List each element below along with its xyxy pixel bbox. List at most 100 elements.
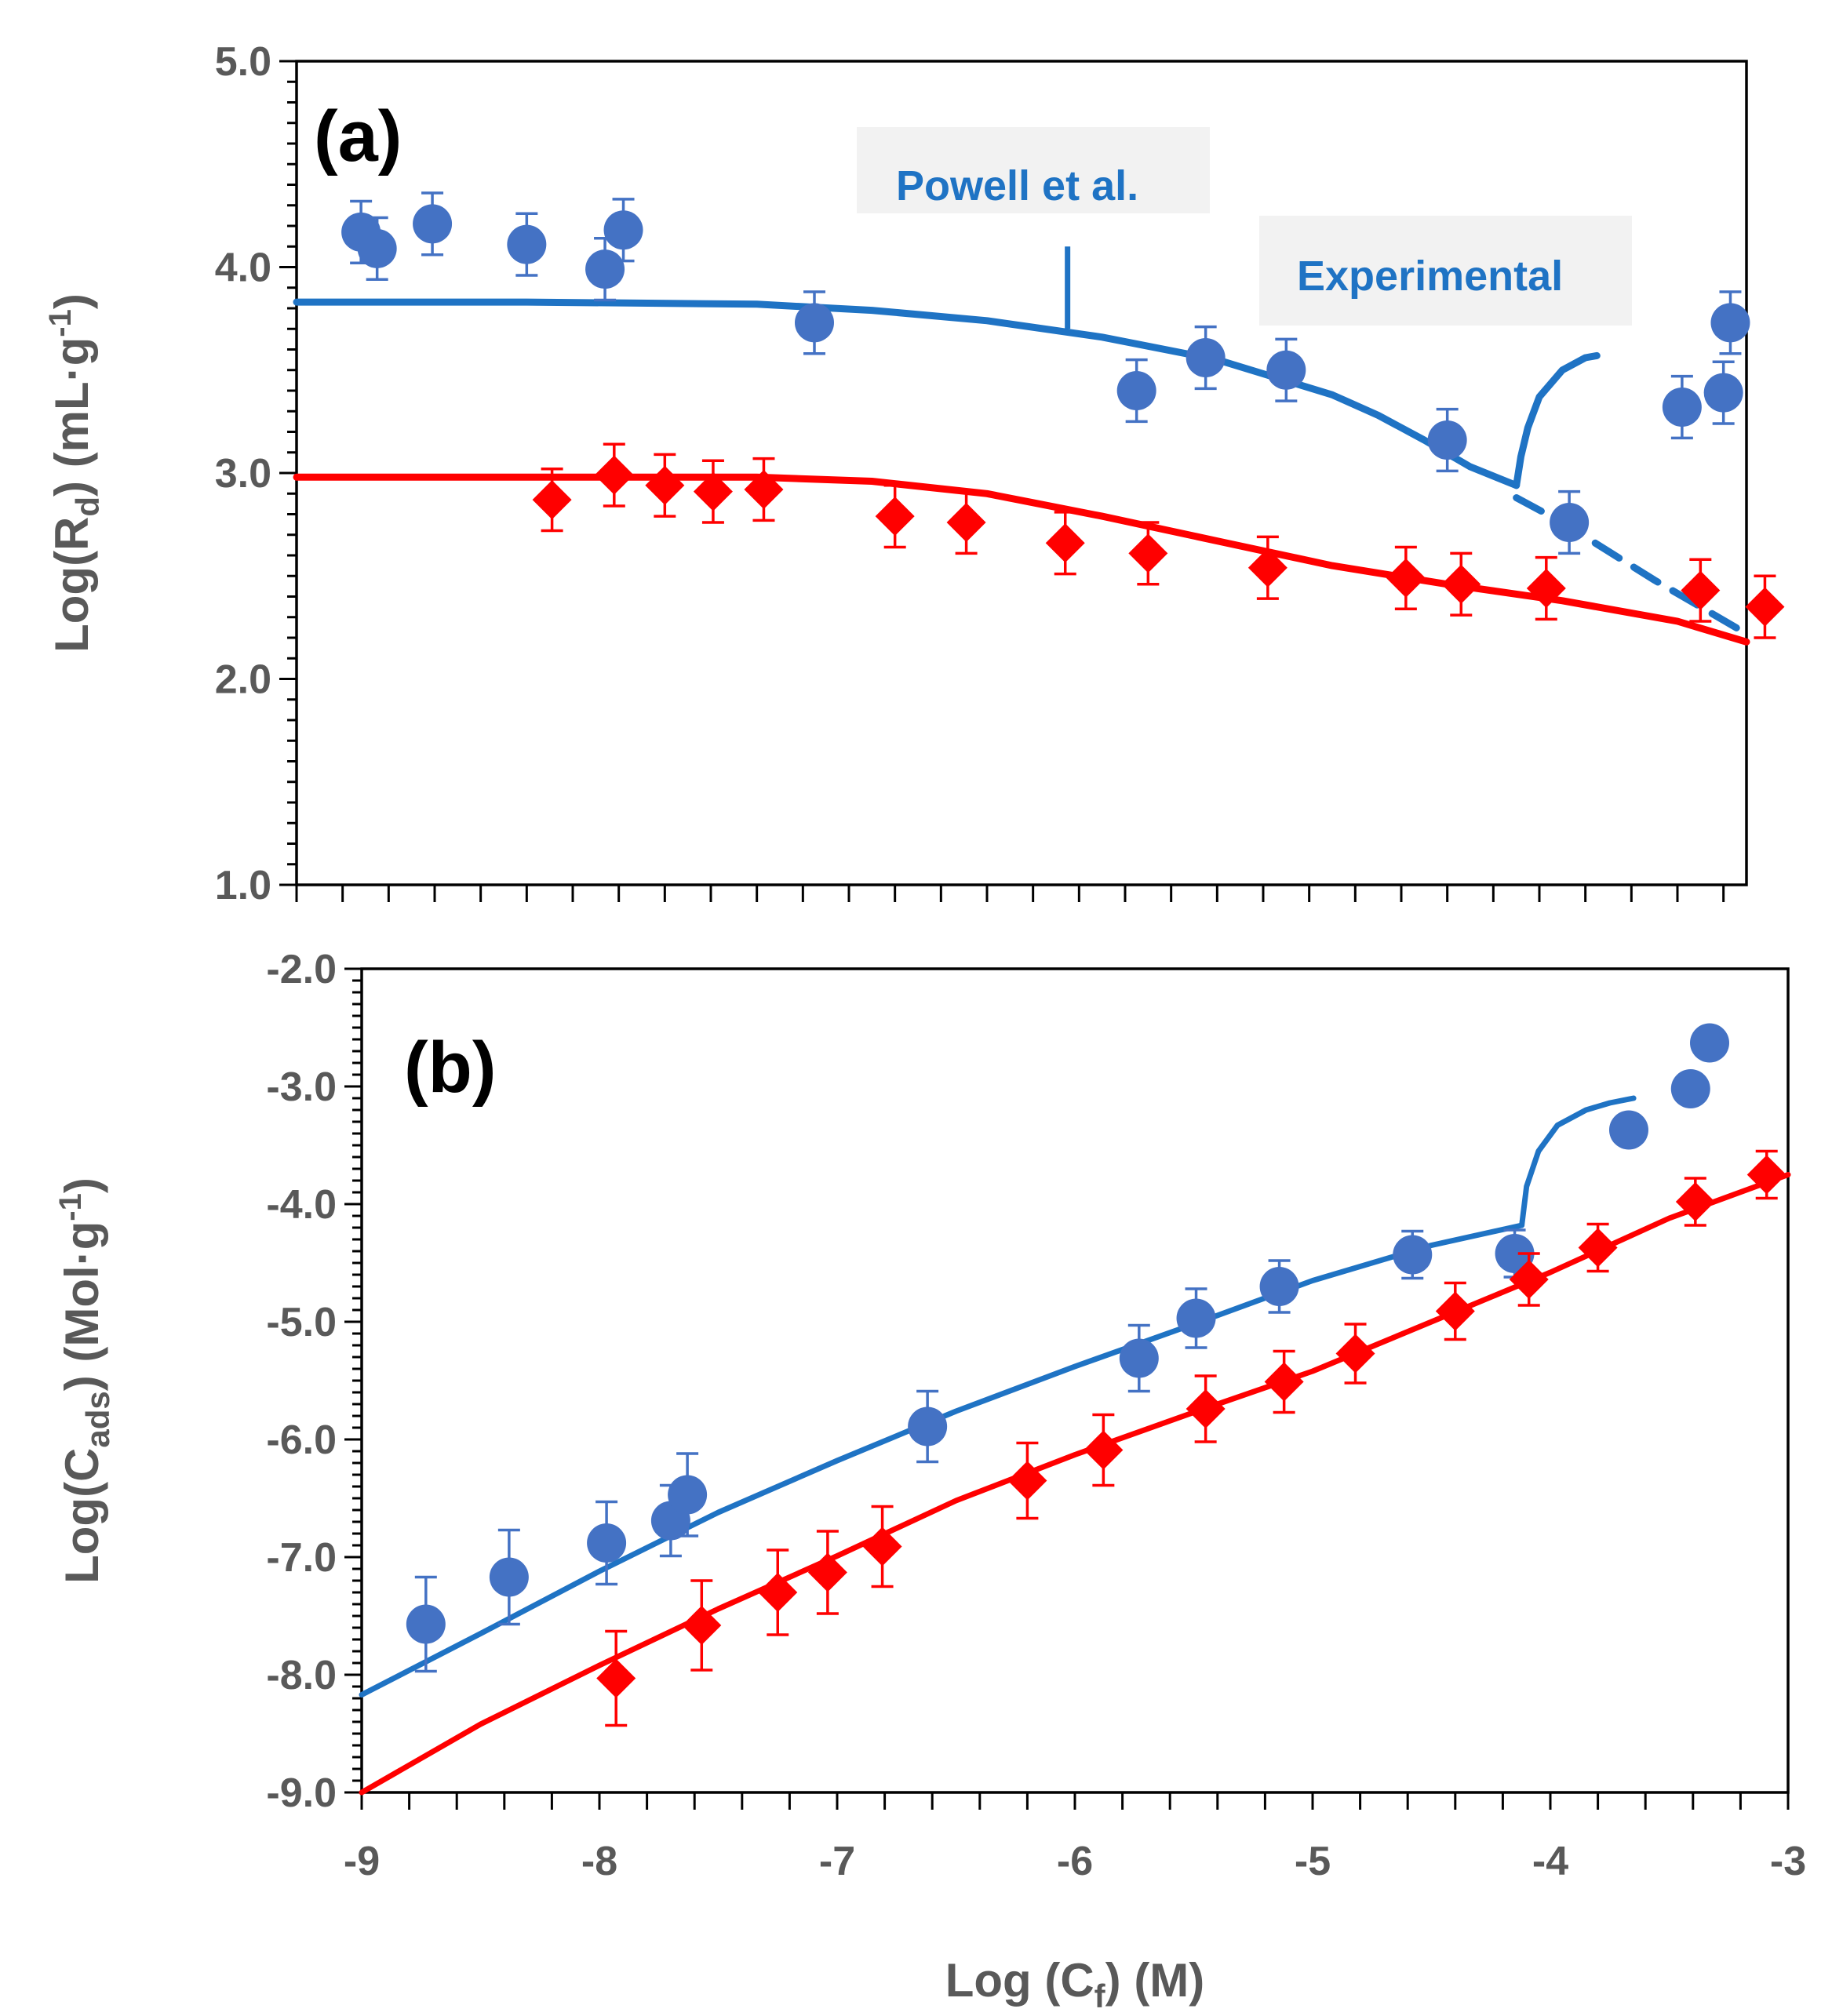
circle-marker (1703, 373, 1743, 413)
panel-a-ylabel-units: ) (mL·g (46, 337, 98, 497)
diamond-marker (1186, 1389, 1226, 1428)
series-line-blue-fit-jump (1519, 1095, 1637, 1228)
annotation-experimental: Experimental (1259, 216, 1632, 326)
circle-marker (1670, 1069, 1710, 1108)
panel-b-ylabel-sup: -1 (53, 1193, 88, 1221)
red-diamond-point (1264, 1349, 1304, 1414)
diamond-marker (1435, 1291, 1475, 1331)
panel-a-data-points (341, 191, 1785, 639)
panel-b-ylabel-sub: ads (79, 1391, 116, 1447)
red-diamond-point (862, 1505, 902, 1588)
red-diamond-point (1441, 551, 1481, 617)
blue-circle-point (603, 198, 643, 263)
red-diamond-point (1681, 558, 1721, 623)
panel-a-ylabel-suffix: ) (46, 293, 98, 309)
red-diamond-point (1247, 535, 1287, 600)
circle-marker (1608, 1110, 1648, 1150)
blue-circle-point (1266, 337, 1306, 402)
panel-b-y-axis-title: Log(Cads) (Mol·g-1) (53, 1177, 116, 1584)
blue-circle-point (1608, 1110, 1648, 1150)
y-tick-label: -5.0 (266, 1300, 337, 1345)
diamond-marker (1247, 548, 1287, 588)
panel-b-xlabel-sub: f (1094, 1978, 1106, 2014)
panel-a-y-ticks: 5.0 4.0 3.0 2.0 1.0 (215, 39, 297, 908)
circle-marker (413, 204, 453, 244)
blue-circle-point (357, 216, 397, 281)
diamond-marker (1128, 533, 1168, 573)
red-diamond-point (1435, 1281, 1475, 1341)
y-tick-label: -4.0 (266, 1182, 337, 1228)
blue-circle-point (1186, 325, 1226, 391)
red-diamond-point (1335, 1323, 1375, 1385)
blue-circle-point (1176, 1287, 1216, 1349)
y-tick-label: -7.0 (266, 1535, 337, 1581)
x-tick-label: -5 (1295, 1839, 1331, 1884)
diamond-marker (1441, 564, 1481, 604)
blue-circle-point (668, 1452, 708, 1537)
y-tick-label: 2.0 (215, 657, 271, 703)
panel-b-ylabel-suffix: ) (56, 1177, 108, 1193)
blue-circle-point (1259, 1259, 1299, 1314)
panel-b-label: (b) (404, 1028, 496, 1108)
y-tick-label: 4.0 (215, 246, 271, 291)
blue-circle-point (1550, 489, 1590, 555)
circle-marker (1495, 1234, 1535, 1273)
blue-circle-point (1119, 1323, 1159, 1393)
red-diamond-point (758, 1548, 798, 1636)
panel-a-label: (a) (314, 96, 402, 176)
blue-circle-point (585, 237, 625, 302)
red-diamond-point (875, 484, 915, 549)
red-diamond-point (1746, 1149, 1786, 1200)
red-diamond-point (594, 442, 634, 508)
circle-marker (1550, 503, 1590, 542)
blue-circle-point (406, 1575, 446, 1673)
circle-marker (585, 249, 625, 289)
circle-marker (587, 1523, 627, 1563)
blue-circle-point (1710, 290, 1750, 355)
blue-circle-point (795, 290, 834, 355)
circle-marker (1116, 371, 1156, 410)
circle-marker (357, 228, 397, 268)
panel-a-y-axis-title: Log(Rd) (mL·g-1) (43, 293, 106, 653)
panel-b-xlabel-suffix: ) (M) (1105, 1954, 1205, 2007)
diamond-marker (596, 1658, 636, 1698)
blue-circle-point (1427, 407, 1467, 473)
panel-a-ylabel-prefix: Log(R (46, 517, 98, 653)
blue-circle-point (413, 191, 453, 257)
circle-marker (1266, 350, 1306, 390)
circle-marker (507, 224, 547, 264)
diamond-marker (1007, 1461, 1047, 1501)
x-tick-label: -3 (1770, 1839, 1806, 1884)
y-tick-label: -9.0 (266, 1770, 337, 1816)
diamond-marker (645, 465, 685, 505)
diamond-marker (1264, 1362, 1304, 1402)
circle-marker (1393, 1235, 1433, 1275)
circle-marker (1662, 388, 1702, 427)
circle-marker (1176, 1298, 1216, 1338)
circle-marker (1119, 1338, 1159, 1378)
red-diamond-point (1386, 545, 1426, 610)
panel-a: 5.0 4.0 3.0 2.0 1.0 (a) Powell et al. Experi… (43, 39, 1785, 908)
y-tick-label: 1.0 (215, 863, 271, 908)
panel-a-fit-lines (293, 298, 1750, 646)
panel-b-plot-frame (360, 967, 1790, 1794)
y-tick-label: -8.0 (266, 1653, 337, 1698)
annotation-powell-text: Powell et al. (896, 162, 1138, 209)
red-diamond-point (1007, 1441, 1047, 1520)
circle-marker (1690, 1023, 1730, 1063)
annotation-experimental-text: Experimental (1297, 253, 1563, 300)
x-tick-label: -8 (581, 1839, 617, 1884)
red-diamond-point (1509, 1252, 1549, 1307)
circle-marker (1259, 1267, 1299, 1306)
blue-circle-point (587, 1500, 627, 1586)
red-diamond-point (1578, 1222, 1618, 1273)
blue-circle-point (1116, 358, 1156, 424)
red-diamond-point (682, 1579, 722, 1672)
circle-marker (603, 210, 643, 250)
y-tick-label: 5.0 (215, 39, 271, 85)
circle-marker (908, 1406, 948, 1446)
circle-marker (406, 1604, 446, 1644)
y-tick-label: -6.0 (266, 1417, 337, 1463)
blue-circle-point (1670, 1069, 1710, 1108)
